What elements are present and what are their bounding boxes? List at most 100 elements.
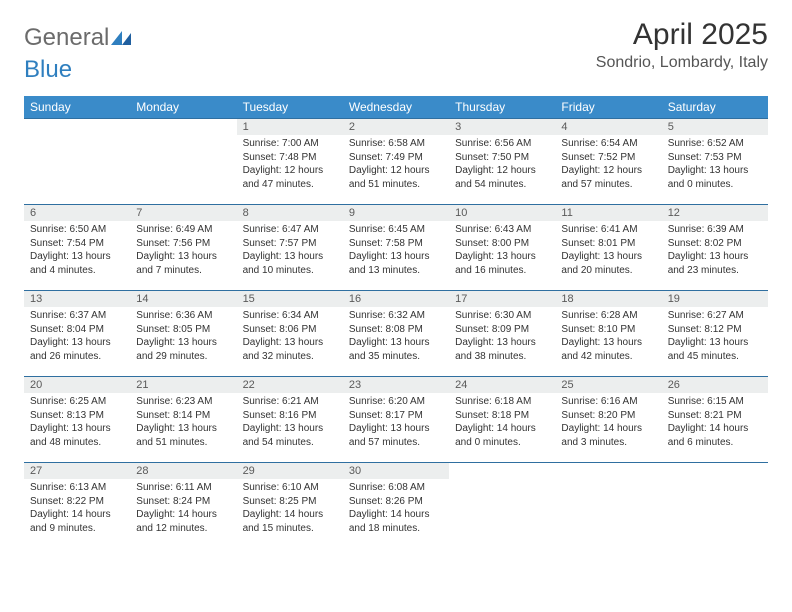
sunrise-text: Sunrise: 6:34 AM xyxy=(243,309,337,323)
sunset-text: Sunset: 7:54 PM xyxy=(30,237,124,251)
calendar-day-cell: 13Sunrise: 6:37 AMSunset: 8:04 PMDayligh… xyxy=(24,291,130,377)
day-content: Sunrise: 6:58 AMSunset: 7:49 PMDaylight:… xyxy=(343,135,449,195)
day-number: 7 xyxy=(130,205,236,221)
daylight-text: Daylight: 14 hours and 3 minutes. xyxy=(561,422,655,449)
calendar-day-cell xyxy=(449,463,555,549)
day-number: 25 xyxy=(555,377,661,393)
col-sunday: Sunday xyxy=(24,96,130,119)
sunset-text: Sunset: 8:16 PM xyxy=(243,409,337,423)
daylight-text: Daylight: 13 hours and 0 minutes. xyxy=(668,164,762,191)
day-content: Sunrise: 6:25 AMSunset: 8:13 PMDaylight:… xyxy=(24,393,130,453)
sunset-text: Sunset: 8:25 PM xyxy=(243,495,337,509)
col-wednesday: Wednesday xyxy=(343,96,449,119)
sunset-text: Sunset: 8:20 PM xyxy=(561,409,655,423)
col-friday: Friday xyxy=(555,96,661,119)
sunrise-text: Sunrise: 6:11 AM xyxy=(136,481,230,495)
calendar-week-row: 6Sunrise: 6:50 AMSunset: 7:54 PMDaylight… xyxy=(24,205,768,291)
daylight-text: Daylight: 14 hours and 9 minutes. xyxy=(30,508,124,535)
sunset-text: Sunset: 8:10 PM xyxy=(561,323,655,337)
sunset-text: Sunset: 8:26 PM xyxy=(349,495,443,509)
sunrise-text: Sunrise: 6:30 AM xyxy=(455,309,549,323)
daylight-text: Daylight: 14 hours and 0 minutes. xyxy=(455,422,549,449)
day-number: 24 xyxy=(449,377,555,393)
col-tuesday: Tuesday xyxy=(237,96,343,119)
calendar-day-cell: 2Sunrise: 6:58 AMSunset: 7:49 PMDaylight… xyxy=(343,119,449,205)
calendar-day-cell: 5Sunrise: 6:52 AMSunset: 7:53 PMDaylight… xyxy=(662,119,768,205)
calendar-day-cell: 30Sunrise: 6:08 AMSunset: 8:26 PMDayligh… xyxy=(343,463,449,549)
calendar-table: Sunday Monday Tuesday Wednesday Thursday… xyxy=(24,96,768,549)
calendar-week-row: 13Sunrise: 6:37 AMSunset: 8:04 PMDayligh… xyxy=(24,291,768,377)
calendar-day-cell: 11Sunrise: 6:41 AMSunset: 8:01 PMDayligh… xyxy=(555,205,661,291)
calendar-day-cell: 21Sunrise: 6:23 AMSunset: 8:14 PMDayligh… xyxy=(130,377,236,463)
sunrise-text: Sunrise: 6:49 AM xyxy=(136,223,230,237)
sunset-text: Sunset: 7:57 PM xyxy=(243,237,337,251)
sunset-text: Sunset: 8:00 PM xyxy=(455,237,549,251)
daylight-text: Daylight: 13 hours and 45 minutes. xyxy=(668,336,762,363)
day-content xyxy=(555,467,661,473)
sunrise-text: Sunrise: 6:37 AM xyxy=(30,309,124,323)
sunrise-text: Sunrise: 6:18 AM xyxy=(455,395,549,409)
sunrise-text: Sunrise: 6:25 AM xyxy=(30,395,124,409)
daylight-text: Daylight: 12 hours and 57 minutes. xyxy=(561,164,655,191)
day-number: 2 xyxy=(343,119,449,135)
calendar-day-cell: 22Sunrise: 6:21 AMSunset: 8:16 PMDayligh… xyxy=(237,377,343,463)
sunrise-text: Sunrise: 6:20 AM xyxy=(349,395,443,409)
daylight-text: Daylight: 13 hours and 7 minutes. xyxy=(136,250,230,277)
daylight-text: Daylight: 14 hours and 18 minutes. xyxy=(349,508,443,535)
sunrise-text: Sunrise: 6:39 AM xyxy=(668,223,762,237)
day-content xyxy=(449,467,555,473)
sunset-text: Sunset: 8:04 PM xyxy=(30,323,124,337)
day-header-row: Sunday Monday Tuesday Wednesday Thursday… xyxy=(24,96,768,119)
calendar-day-cell: 12Sunrise: 6:39 AMSunset: 8:02 PMDayligh… xyxy=(662,205,768,291)
sunrise-text: Sunrise: 6:47 AM xyxy=(243,223,337,237)
day-content: Sunrise: 6:23 AMSunset: 8:14 PMDaylight:… xyxy=(130,393,236,453)
daylight-text: Daylight: 13 hours and 13 minutes. xyxy=(349,250,443,277)
daylight-text: Daylight: 13 hours and 48 minutes. xyxy=(30,422,124,449)
day-content: Sunrise: 6:16 AMSunset: 8:20 PMDaylight:… xyxy=(555,393,661,453)
day-content xyxy=(662,467,768,473)
col-monday: Monday xyxy=(130,96,236,119)
day-number: 1 xyxy=(237,119,343,135)
calendar-day-cell: 24Sunrise: 6:18 AMSunset: 8:18 PMDayligh… xyxy=(449,377,555,463)
sunrise-text: Sunrise: 6:36 AM xyxy=(136,309,230,323)
daylight-text: Daylight: 13 hours and 54 minutes. xyxy=(243,422,337,449)
calendar-day-cell: 7Sunrise: 6:49 AMSunset: 7:56 PMDaylight… xyxy=(130,205,236,291)
sunrise-text: Sunrise: 7:00 AM xyxy=(243,137,337,151)
sunset-text: Sunset: 8:13 PM xyxy=(30,409,124,423)
day-number: 29 xyxy=(237,463,343,479)
daylight-text: Daylight: 14 hours and 15 minutes. xyxy=(243,508,337,535)
calendar-day-cell: 29Sunrise: 6:10 AMSunset: 8:25 PMDayligh… xyxy=(237,463,343,549)
daylight-text: Daylight: 13 hours and 32 minutes. xyxy=(243,336,337,363)
day-number: 26 xyxy=(662,377,768,393)
day-number: 19 xyxy=(662,291,768,307)
day-number: 11 xyxy=(555,205,661,221)
day-number: 20 xyxy=(24,377,130,393)
daylight-text: Daylight: 13 hours and 16 minutes. xyxy=(455,250,549,277)
day-number: 23 xyxy=(343,377,449,393)
day-content: Sunrise: 6:52 AMSunset: 7:53 PMDaylight:… xyxy=(662,135,768,195)
day-content xyxy=(130,123,236,129)
day-content: Sunrise: 6:56 AMSunset: 7:50 PMDaylight:… xyxy=(449,135,555,195)
daylight-text: Daylight: 13 hours and 26 minutes. xyxy=(30,336,124,363)
calendar-day-cell: 27Sunrise: 6:13 AMSunset: 8:22 PMDayligh… xyxy=(24,463,130,549)
calendar-day-cell: 10Sunrise: 6:43 AMSunset: 8:00 PMDayligh… xyxy=(449,205,555,291)
day-number: 30 xyxy=(343,463,449,479)
sunrise-text: Sunrise: 6:16 AM xyxy=(561,395,655,409)
calendar-week-row: 20Sunrise: 6:25 AMSunset: 8:13 PMDayligh… xyxy=(24,377,768,463)
sunrise-text: Sunrise: 6:28 AM xyxy=(561,309,655,323)
calendar-day-cell: 14Sunrise: 6:36 AMSunset: 8:05 PMDayligh… xyxy=(130,291,236,377)
day-content: Sunrise: 6:15 AMSunset: 8:21 PMDaylight:… xyxy=(662,393,768,453)
logo-text-gray: General xyxy=(24,24,109,52)
day-number: 21 xyxy=(130,377,236,393)
calendar-day-cell xyxy=(555,463,661,549)
col-saturday: Saturday xyxy=(662,96,768,119)
col-thursday: Thursday xyxy=(449,96,555,119)
day-content: Sunrise: 6:34 AMSunset: 8:06 PMDaylight:… xyxy=(237,307,343,367)
day-content: Sunrise: 6:37 AMSunset: 8:04 PMDaylight:… xyxy=(24,307,130,367)
calendar-week-row: 1Sunrise: 7:00 AMSunset: 7:48 PMDaylight… xyxy=(24,119,768,205)
sunrise-text: Sunrise: 6:58 AM xyxy=(349,137,443,151)
calendar-day-cell: 3Sunrise: 6:56 AMSunset: 7:50 PMDaylight… xyxy=(449,119,555,205)
day-content: Sunrise: 6:20 AMSunset: 8:17 PMDaylight:… xyxy=(343,393,449,453)
daylight-text: Daylight: 13 hours and 23 minutes. xyxy=(668,250,762,277)
daylight-text: Daylight: 13 hours and 4 minutes. xyxy=(30,250,124,277)
